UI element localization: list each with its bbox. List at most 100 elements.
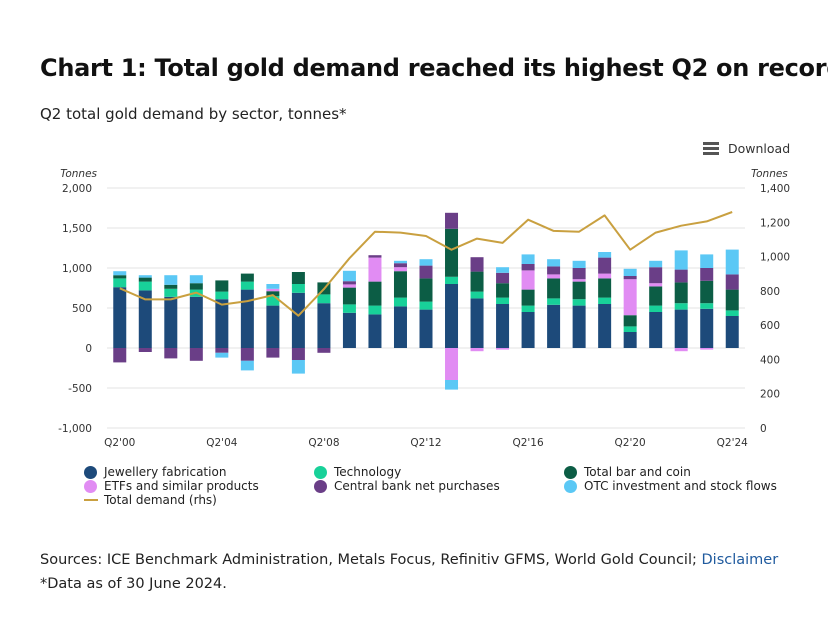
bar-central-bank-net-purchases [521,264,535,271]
bar-technology [368,305,382,315]
bar-etfs-and-similar-products [547,274,561,279]
bar-total-bar-and-coin [393,271,407,298]
legend-dot-swatch [84,479,97,493]
bar-total-bar-and-coin [138,277,152,282]
legend-item: Total bar and coin [564,465,691,479]
bar-technology [700,303,714,309]
bar-technology [215,291,229,300]
bar-central-bank-net-purchases [266,348,280,358]
y-right-tick-label: 1,400 [760,183,790,195]
y-right-tick-label: 0 [760,423,767,435]
bar-otc-investment-and-stock-flows [649,260,663,268]
bar-technology [291,284,305,293]
bar-otc-investment-and-stock-flows [419,259,433,266]
bar-central-bank-net-purchases [419,265,433,279]
bar-technology [266,296,280,306]
bar-total-bar-and-coin [725,289,739,311]
bar-total-bar-and-coin [266,291,280,296]
bar-etfs-and-similar-products [649,283,663,287]
bar-technology [138,281,152,291]
legend-item: Jewellery fabrication [84,465,226,479]
bar-etfs-and-similar-products [674,348,688,352]
x-tick-label: Q2'20 [615,437,646,449]
bar-otc-investment-and-stock-flows [266,284,280,289]
bar-otc-investment-and-stock-flows [215,352,229,358]
disclaimer-link[interactable]: Disclaimer [701,552,779,568]
bar-etfs-and-similar-products [572,279,586,282]
bar-etfs-and-similar-products [266,288,280,292]
bar-otc-investment-and-stock-flows [674,250,688,270]
sources-label: Sources: ICE Benchmark Administration, M… [40,552,702,568]
x-tick-label: Q2'24 [717,437,749,449]
bar-central-bank-net-purchases [113,348,127,363]
bar-technology [113,278,127,288]
bar-otc-investment-and-stock-flows [700,254,714,268]
y-right-axis-title: Tonnes [751,168,788,180]
y-left-tick-label: 0 [85,343,92,355]
legend-dot-swatch [564,479,577,493]
bar-central-bank-net-purchases [164,348,178,359]
bar-central-bank-net-purchases [470,257,484,272]
legend-label: OTC investment and stock flows [584,479,777,493]
bar-otc-investment-and-stock-flows [623,268,637,276]
total-demand-line [119,211,733,317]
bar-otc-investment-and-stock-flows [291,360,305,374]
bar-etfs-and-similar-products [470,348,484,352]
legend-dot-swatch [314,465,327,479]
bar-central-bank-net-purchases [342,281,356,285]
bar-central-bank-net-purchases [496,272,510,284]
bar-total-bar-and-coin [649,286,663,306]
legend-item: Technology [314,465,401,479]
bar-technology [725,310,739,316]
bar-central-bank-net-purchases [572,268,586,280]
bar-technology [317,294,331,304]
bar-central-bank-net-purchases [393,263,407,268]
bar-technology [598,297,612,304]
bar-total-bar-and-coin [240,273,254,282]
y-left-axis-title: Tonnes [60,168,97,180]
legend-label: Jewellery fabrication [104,465,227,479]
sources-text: Sources: ICE Benchmark Administration, M… [40,552,778,568]
bar-total-bar-and-coin [496,283,510,298]
bar-etfs-and-similar-products [445,348,459,380]
bar-otc-investment-and-stock-flows [445,380,459,390]
chart-title: Chart 1: Total gold demand reached its h… [40,54,828,82]
bar-jewellery-fabrication [496,304,510,348]
bar-jewellery-fabrication [317,303,331,348]
bar-otc-investment-and-stock-flows [138,275,152,278]
bar-central-bank-net-purchases [138,348,152,352]
bar-central-bank-net-purchases [700,268,714,281]
bar-otc-investment-and-stock-flows [521,254,535,264]
bar-otc-investment-and-stock-flows [496,267,510,273]
y-right-tick-label: 400 [760,354,780,366]
bar-total-bar-and-coin [291,272,305,284]
bar-etfs-and-similar-products [623,279,637,316]
bar-technology [547,298,561,305]
legend-item: ETFs and similar products [84,479,259,493]
bar-technology [164,288,178,297]
bar-jewellery-fabrication [547,304,561,348]
bar-technology [393,297,407,307]
bar-jewellery-fabrication [189,296,203,348]
bar-central-bank-net-purchases [317,348,331,353]
y-right-tick-label: 800 [760,286,780,298]
bar-total-bar-and-coin [598,278,612,298]
legend-line-swatch [84,499,98,501]
bar-jewellery-fabrication [700,308,714,348]
bar-central-bank-net-purchases [445,212,459,229]
download-label: Download [728,141,791,156]
x-tick-label: Q2'04 [206,437,238,449]
bar-total-bar-and-coin [164,284,178,289]
download-button[interactable]: Download [703,141,790,156]
bar-otc-investment-and-stock-flows [547,259,561,267]
bar-jewellery-fabrication [266,305,280,348]
bar-central-bank-net-purchases [291,348,305,360]
bar-technology [623,326,637,332]
bar-otc-investment-and-stock-flows [113,271,127,276]
y-left-tick-label: 500 [72,303,92,315]
bar-jewellery-fabrication [215,299,229,348]
bar-total-bar-and-coin [368,281,382,306]
bar-jewellery-fabrication [725,316,739,348]
legend-label: Central bank net purchases [334,479,500,493]
bar-total-bar-and-coin [189,283,203,290]
